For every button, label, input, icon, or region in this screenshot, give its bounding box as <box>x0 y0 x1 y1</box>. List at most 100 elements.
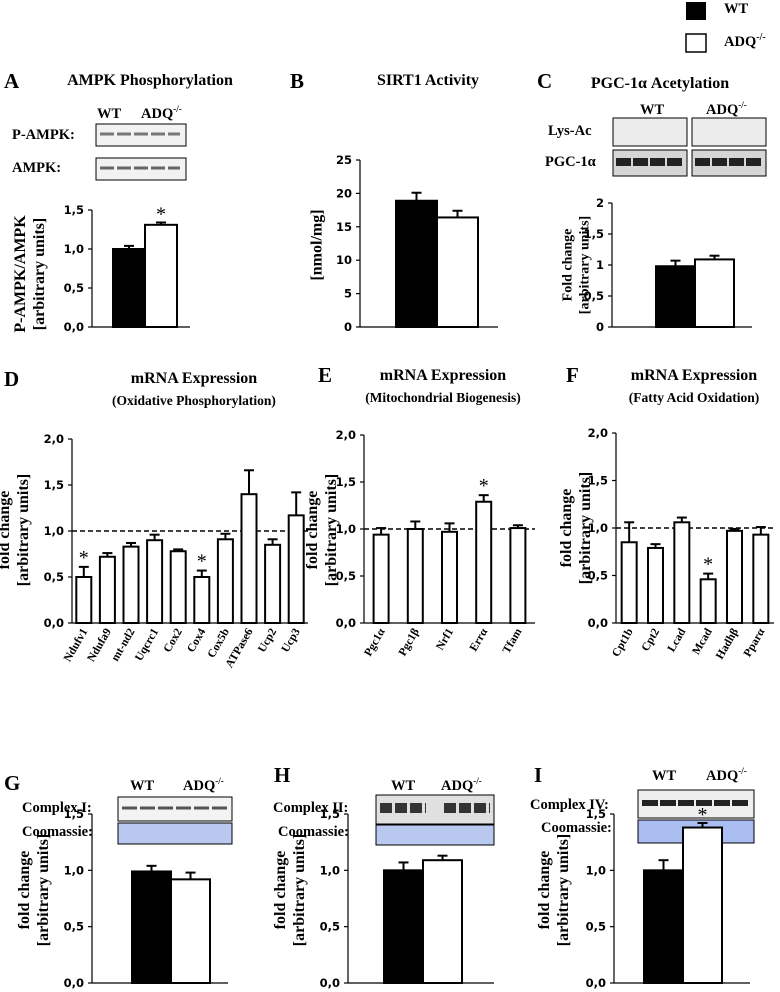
blot-g-row2-label: Coomassie: <box>22 824 93 840</box>
chart-f-bar <box>699 578 717 624</box>
blot-h-row1-label: Complex II: <box>273 800 348 816</box>
chart-f-significance-star: * <box>703 554 713 576</box>
chart-f-ylabel: fold change [arbitrary units] <box>558 472 594 584</box>
blot-g-adq-label: ADQ-/- <box>183 776 224 794</box>
panel-letter-c: C <box>537 69 552 93</box>
chart-d-bar <box>287 514 305 624</box>
legend-wt-label: WT <box>724 1 749 17</box>
chart-e-bar <box>372 533 390 625</box>
chart-f-category-label: Cpt1b <box>610 627 636 660</box>
chart-i-ylabel: fold change [arbitrary units] <box>536 834 572 946</box>
chart-b-title: SIRT1 Activity <box>377 72 479 89</box>
chart-h-ytick-label: 1,0 <box>320 863 340 877</box>
chart-f-bar <box>726 529 743 624</box>
chart-a-bar-wt <box>112 248 146 328</box>
panel-letter-i: I <box>534 763 542 787</box>
chart-c-ytick-label: 0,5 <box>584 289 604 303</box>
chart-c-ytick-label: 2 <box>596 196 604 210</box>
blot-g-wt-label: WT <box>130 778 155 794</box>
chart-f-ytick-label: 0,5 <box>588 569 608 583</box>
chart-d-category-label: Cox4 <box>185 626 208 654</box>
chart-e-title: mRNA Expression <box>380 367 506 384</box>
chart-i-ylabel-line: [arbitrary units] <box>555 834 572 946</box>
chart-d-bar <box>193 576 211 624</box>
chart-h-ylabel-line: [arbitrary units] <box>291 834 308 946</box>
blot-a: WT ADQ-/- P-AMPK: AMPK: <box>12 104 187 181</box>
blot-h-strip-2 <box>375 824 495 846</box>
chart-f-ylabel-line: fold change <box>558 489 575 568</box>
chart-f-ytick-label: 0,0 <box>588 616 608 630</box>
chart-i-ytick-label: 1,0 <box>586 863 606 877</box>
chart-i-ytick-label: 0,0 <box>586 976 606 990</box>
chart-d-bar <box>169 550 187 624</box>
blot-c-row2-label: PGC-1α <box>545 154 596 170</box>
chart-f-ytick-label: 2,0 <box>588 426 608 440</box>
panel-letter-a: A <box>4 69 20 93</box>
panel-letter-e: E <box>318 363 332 387</box>
panel-letter-d: D <box>4 367 19 391</box>
blot-c-adq-label: ADQ-/- <box>706 100 747 118</box>
chart-a-ytick-label: 1,0 <box>64 242 84 256</box>
chart-c-ylabel-line: Fold change <box>561 229 576 302</box>
chart-e-bar <box>406 528 424 624</box>
chart-c-ylabel: Fold change [arbitrary units] <box>561 216 593 314</box>
chart-h-bar-wt <box>383 869 424 984</box>
chart-e-significance-star: * <box>479 475 489 497</box>
chart-e-category-label: Nrf1 <box>434 626 456 652</box>
chart-h: H 0,0 0,5 1,0 1,5 fold change [arbitrary units… <box>272 763 494 990</box>
chart-d-bar <box>122 545 140 625</box>
blot-h: WT ADQ-/- Complex II: Coomassie: <box>273 776 495 846</box>
chart-h-bar-adq <box>422 859 463 985</box>
chart-e-category-label: Pgc1α <box>362 626 388 659</box>
chart-d-bar <box>216 538 234 625</box>
chart-g-ylabel-line: [arbitrary units] <box>35 834 52 946</box>
panel-letter-g: G <box>4 771 20 795</box>
chart-c-bar-wt <box>655 265 696 328</box>
chart-e-ylabel: fold change [arbitrary units] <box>304 474 340 586</box>
chart-d-significance-star: * <box>79 547 89 569</box>
chart-a-bar-adq <box>144 223 178 329</box>
chart-e-ytick-label: 1,5 <box>336 475 356 489</box>
chart-e-category-label: Errα <box>468 626 491 654</box>
chart-e-bar <box>475 500 493 624</box>
chart-e-ytick-label: 0,0 <box>336 616 356 630</box>
blot-a-row2-label: AMPK: <box>12 160 61 176</box>
chart-a-ylabel-line: P-AMPK/AMPK <box>12 215 29 333</box>
chart-d-ytick-label: 0,0 <box>44 616 64 630</box>
chart-f-category-label: Cpt2 <box>640 626 663 653</box>
chart-d-category-label: Ucp2 <box>256 626 279 654</box>
chart-e-ytick-label: 0,5 <box>336 569 356 583</box>
chart-d-bar <box>240 493 258 625</box>
blot-i-wt-label: WT <box>652 768 677 784</box>
chart-i-bar-adq <box>682 826 723 985</box>
chart-i-ylabel-line: fold change <box>536 851 553 930</box>
chart-f-bar <box>673 521 691 624</box>
chart-g-ytick-label: 1,0 <box>64 863 84 877</box>
chart-c-ytick-label: 1 <box>596 258 604 272</box>
chart-e-subtitle: (Mitochondrial Biogenesis) <box>365 390 521 405</box>
chart-g-ytick-label: 0,0 <box>64 976 84 990</box>
chart-a-ylabel: P-AMPK/AMPK [arbitrary units] <box>12 215 48 333</box>
blot-c-strip-1b <box>691 117 767 147</box>
chart-a-ylabel-line: [arbitrary units] <box>31 218 48 330</box>
blot-c-wt-label: WT <box>640 102 665 118</box>
blot-i: WT ADQ-/- Complex IV: Coomassie: <box>530 766 755 844</box>
chart-d-bar <box>264 543 282 624</box>
chart-e-category-label: Tfam <box>501 626 525 656</box>
chart-d-subtitle: (Oxidative Phosphorylation) <box>112 393 276 408</box>
chart-f-bar <box>620 541 638 624</box>
chart-d-ytick-label: 2,0 <box>44 432 64 446</box>
chart-d-category-label: Ucp3 <box>280 626 303 654</box>
blot-c-strip-1a <box>612 117 688 147</box>
panel-letter-f: F <box>566 363 579 387</box>
chart-d-title: mRNA Expression <box>131 370 257 387</box>
chart-d-ylabel: fold change [arbitrary units] <box>0 474 32 586</box>
chart-a: A AMPK Phosphorylation 0,0 0,5 1,0 1,5 P-AMPK/… <box>4 69 233 334</box>
chart-e-bar <box>441 530 458 625</box>
chart-f-ytick-label: 1,5 <box>588 474 608 488</box>
chart-c-bar-adq <box>694 258 735 329</box>
chart-e-category-label: Pgc1β <box>397 627 422 659</box>
chart-b-ytick-label: 5 <box>344 287 352 301</box>
